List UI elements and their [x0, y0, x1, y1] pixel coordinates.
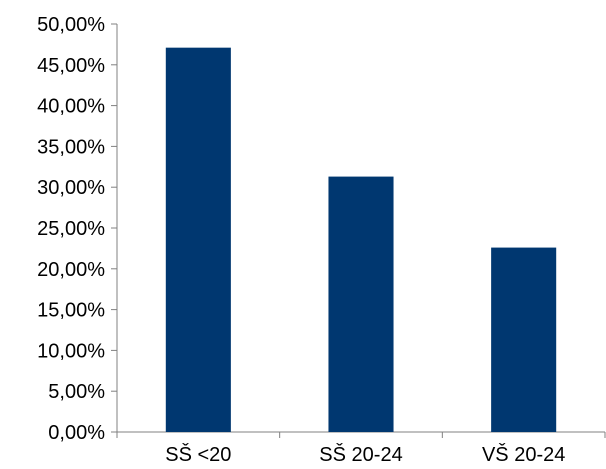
bar-3 — [491, 247, 557, 432]
bar-series — [165, 47, 557, 432]
bar-2 — [328, 176, 394, 432]
y-tick-label: 15,00% — [37, 300, 105, 322]
y-tick-label: 10,00% — [37, 340, 105, 362]
x-category-label: SŠ 20-24 — [319, 443, 402, 466]
y-tick-label: 35,00% — [37, 136, 105, 158]
x-axis: SŠ <20 SŠ 20-24 VŠ 20-24 — [116, 431, 606, 466]
y-tick-label: 40,00% — [37, 96, 105, 118]
y-tick-label: 30,00% — [37, 177, 105, 199]
bar-1 — [165, 47, 231, 432]
y-tick-label: 50,00% — [37, 14, 105, 36]
y-axis: 0,00% 5,00% 10,00% 15,00% 20,00% 25,00% 30,00%… — [37, 14, 118, 444]
y-tick-label: 5,00% — [48, 381, 105, 403]
y-tick-label: 45,00% — [37, 55, 105, 77]
y-tick-label: 20,00% — [37, 259, 105, 281]
y-tick-label: 0,00% — [48, 422, 105, 444]
x-category-label: SŠ <20 — [165, 443, 231, 466]
y-tick-label: 25,00% — [37, 218, 105, 240]
x-category-label: VŠ 20-24 — [482, 443, 565, 466]
